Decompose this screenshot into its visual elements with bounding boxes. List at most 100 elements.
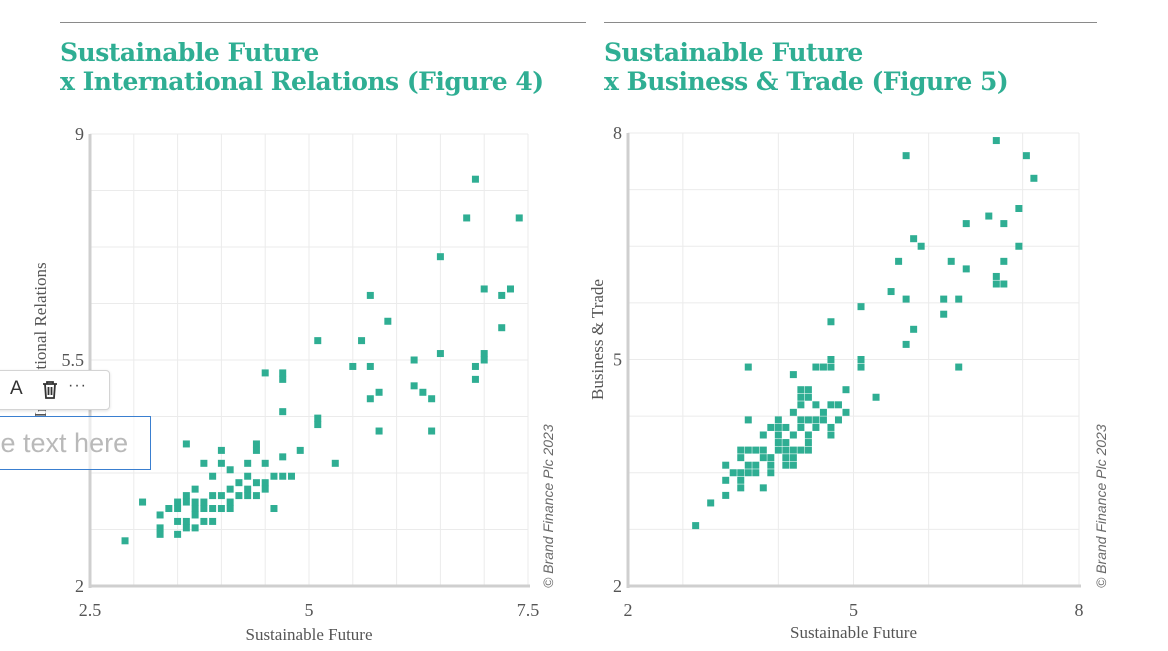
data-point [834,401,842,409]
data-point [827,423,835,431]
trash-icon[interactable] [41,380,59,405]
data-point [314,421,322,429]
y-tick-label: 2 [613,576,622,596]
data-point [827,356,835,363]
data-point [782,439,790,447]
y-tick-label: 2 [75,576,84,596]
data-point [985,212,993,220]
data-point [744,363,752,371]
data-point [804,386,812,394]
figure-5-title-line1: Sustainable Future [604,38,863,67]
data-point [244,459,252,467]
data-point [797,401,805,409]
data-point [174,505,182,513]
figure-5-top-rule [604,22,1097,23]
data-point [366,395,374,403]
figure-4-title-line1: Sustainable Future [60,38,319,67]
data-point [217,505,225,513]
data-point [857,356,865,363]
data-point [774,439,782,447]
data-point [804,446,812,454]
data-point [252,492,260,500]
data-point [182,517,190,525]
data-point [917,242,925,250]
x-tick-label: 8 [1075,600,1084,620]
y-tick-label: 5 [613,350,622,370]
data-point [947,257,955,265]
data-point [812,363,820,371]
data-point [252,446,260,454]
data-point [797,446,805,454]
data-point [279,472,287,480]
data-point [992,137,1000,145]
data-point [782,454,790,462]
data-point [314,414,322,422]
data-point [498,324,506,332]
data-point [366,291,374,299]
figure-4-top-rule [60,22,586,23]
x-tick-label: 7.5 [517,600,540,620]
text-box [0,416,151,470]
data-point [902,152,910,160]
more-icon[interactable]: ··· [68,377,87,394]
data-point [992,272,1000,280]
data-point [226,505,234,513]
data-point [410,382,418,390]
data-point [156,524,164,532]
data-point [752,446,760,454]
data-point [789,408,797,416]
data-point [471,175,479,183]
data-point [992,280,1000,288]
data-point [774,446,782,454]
data-point [910,235,918,243]
data-point [506,285,514,293]
text-format-icon[interactable]: A [10,378,23,399]
data-point [692,522,700,530]
data-point [375,427,383,435]
data-point [182,492,190,500]
data-point [200,517,208,525]
data-point [737,446,745,454]
data-point [812,416,820,424]
data-point [419,388,427,396]
text-toolbar: A ··· [0,370,110,410]
data-point [358,337,366,345]
data-point [804,416,812,424]
data-point [797,393,805,401]
data-point [842,408,850,416]
data-point [209,517,217,525]
data-point [812,423,820,431]
data-point [782,461,790,469]
data-point [279,408,287,416]
text-input[interactable] [0,417,150,469]
data-point [872,393,880,401]
data-point [270,505,278,513]
data-point [480,350,488,358]
data-point [182,440,190,448]
data-point [962,265,970,273]
data-point [226,498,234,506]
data-point [121,537,129,545]
data-point [857,363,865,371]
data-point [191,505,199,513]
data-point [744,416,752,424]
data-point [217,492,225,500]
data-point [759,431,767,439]
data-point [428,427,436,435]
data-point [209,472,217,480]
data-point [410,356,418,364]
data-point [744,461,752,469]
data-point [463,214,471,222]
data-point [722,476,730,484]
data-point [226,485,234,493]
data-point [955,295,963,303]
y-tick-label: 5.5 [62,350,85,370]
data-point [767,469,775,477]
x-tick-label: 5 [849,600,858,620]
data-point [217,446,225,454]
data-point [729,469,737,477]
data-point [737,454,745,462]
data-point [707,499,715,507]
data-point [827,401,835,409]
data-point [515,214,523,222]
